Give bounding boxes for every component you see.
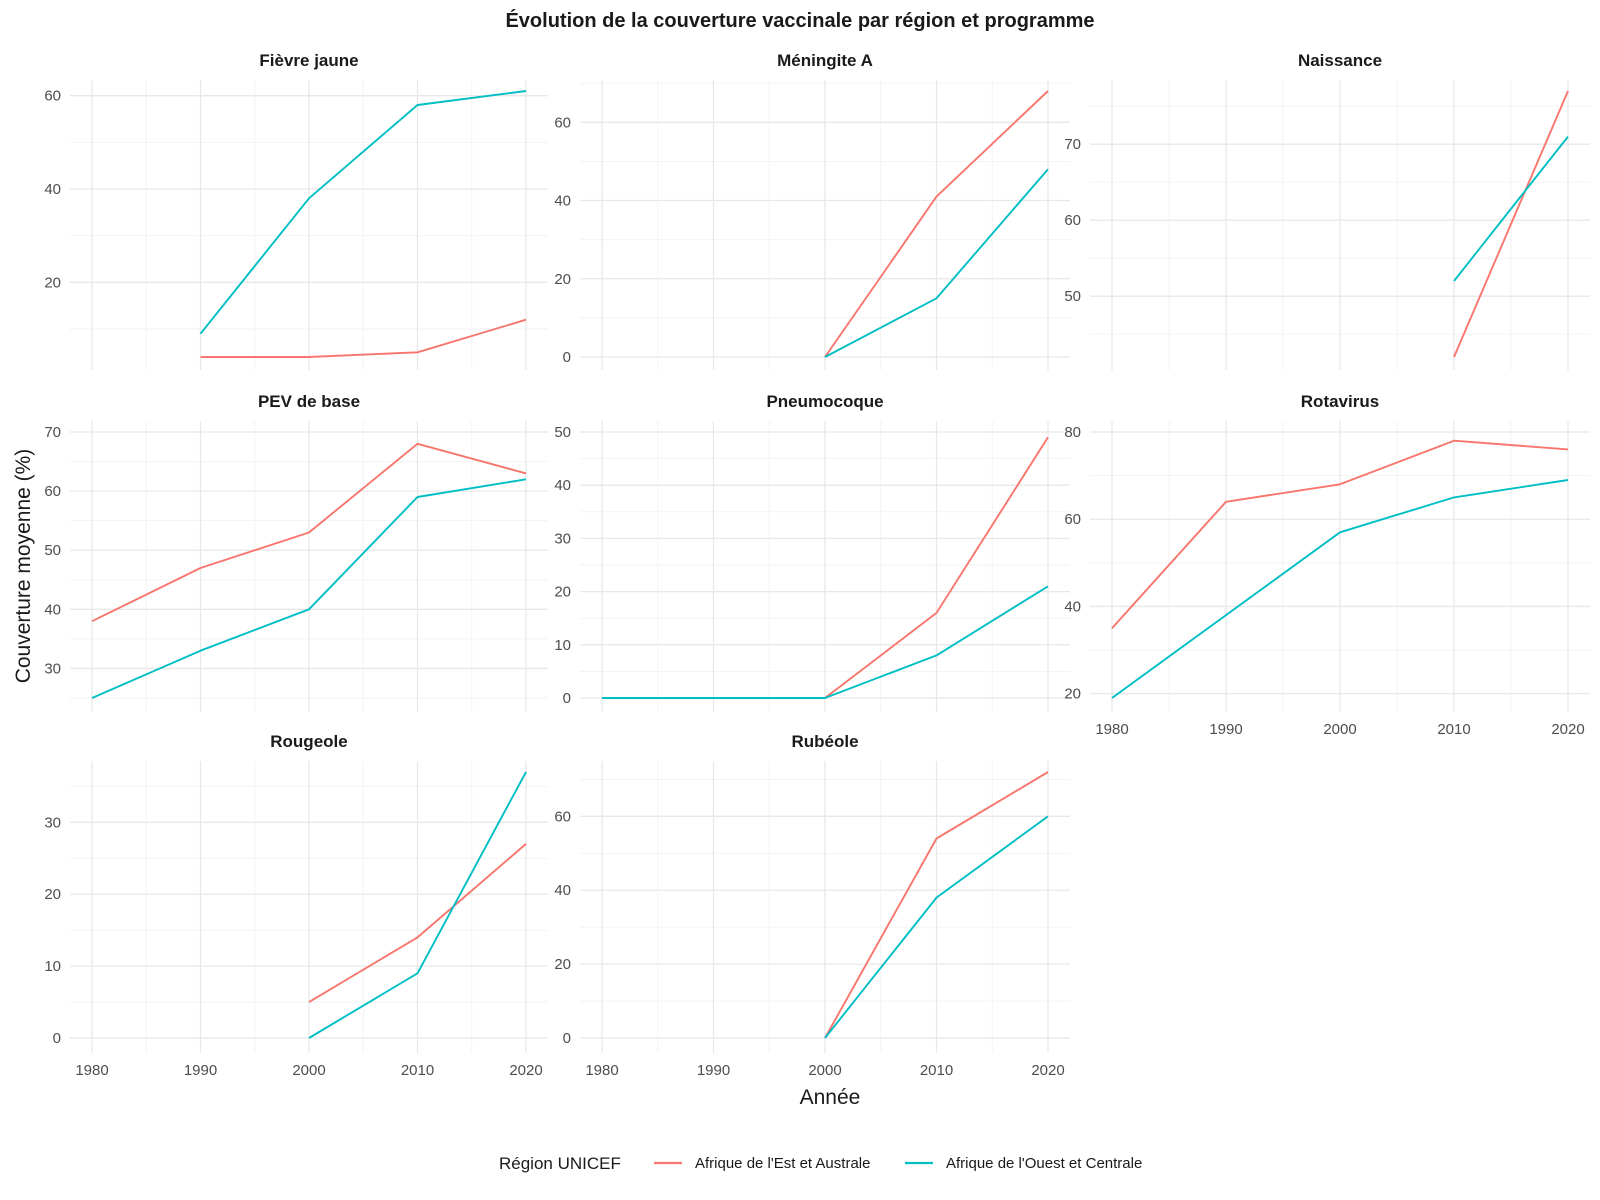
y-tick-label: 30 [44, 814, 61, 831]
panel-title: Rougeole [270, 732, 347, 751]
y-tick-label: 40 [554, 193, 571, 210]
x-tick-label: 2000 [1323, 721, 1356, 738]
series-line-afrique-de-l-ouest-et-centrale [824, 815, 1049, 1039]
x-tick-label: 2010 [920, 1062, 953, 1079]
y-tick-label: 40 [44, 181, 61, 198]
panel-rubeole: Rubéole 0 20 40 60 1980 1990 2000 2010 2020 [554, 732, 1070, 1079]
y-tick-label: 30 [44, 660, 61, 677]
panel-naissance: Naissance 50 60 70 [1064, 51, 1590, 370]
x-tick-label: 2000 [292, 1062, 325, 1079]
y-tick-label: 0 [563, 690, 571, 707]
legend-label-west-central: Afrique de l'Ouest et Centrale [946, 1155, 1142, 1172]
y-tick-label: 60 [1064, 212, 1081, 229]
series-line-afrique-de-l-ouest-et-centrale [199, 90, 527, 335]
y-tick-label: 20 [554, 271, 571, 288]
y-tick-label: 10 [44, 958, 61, 975]
legend-title: Région UNICEF [499, 1154, 621, 1173]
series-line-afrique-de-l-est-et-australe [308, 843, 527, 1003]
series-line-afrique-de-l-ouest-et-centrale [602, 585, 1049, 699]
panel-title: Méningite A [777, 51, 873, 70]
chart-title: Évolution de la couverture vaccinale par… [505, 9, 1094, 32]
panel-title: Naissance [1298, 51, 1382, 70]
y-tick-label: 40 [554, 882, 571, 899]
x-axis-title: Année [800, 1086, 861, 1109]
panel-pev-de-base: PEV de base 30 40 50 60 70 [44, 392, 548, 712]
x-tick-label: 1990 [1209, 721, 1242, 738]
y-tick-label: 50 [44, 542, 61, 559]
series-line-afrique-de-l-est-et-australe [824, 771, 1049, 1039]
y-tick-label: 60 [554, 114, 571, 131]
y-tick-label: 50 [1064, 288, 1081, 305]
y-tick-label: 60 [44, 88, 61, 105]
series-line-afrique-de-l-est-et-australe [824, 90, 1049, 358]
series-line-afrique-de-l-ouest-et-centrale [308, 771, 527, 1039]
x-tick-label: 2020 [1551, 721, 1584, 738]
panel-meningite-a: Méningite A 0 20 40 60 [554, 51, 1070, 370]
y-tick-label: 30 [554, 530, 571, 547]
x-tick-label: 1990 [184, 1062, 217, 1079]
panel-title: Pneumocoque [766, 392, 883, 411]
x-tick-label: 2010 [401, 1062, 434, 1079]
x-tick-label: 1980 [585, 1062, 618, 1079]
y-tick-label: 70 [44, 424, 61, 441]
x-tick-label: 2020 [1031, 1062, 1064, 1079]
y-tick-label: 70 [1064, 136, 1081, 153]
series-line-afrique-de-l-ouest-et-centrale [1111, 479, 1569, 699]
y-tick-label: 40 [554, 477, 571, 494]
panel-rotavirus: Rotavirus 20 40 60 80 1980 1990 2000 2010 2020 [1064, 392, 1590, 738]
y-tick-label: 40 [1064, 598, 1081, 615]
y-tick-label: 60 [44, 483, 61, 500]
y-tick-label: 20 [44, 274, 61, 291]
series-line-afrique-de-l-ouest-et-centrale [1453, 136, 1569, 282]
panel-title: Rubéole [791, 732, 858, 751]
series-line-afrique-de-l-est-et-australe [1453, 90, 1569, 358]
series-line-afrique-de-l-ouest-et-centrale [824, 168, 1049, 358]
y-tick-label: 20 [554, 956, 571, 973]
panel-title: PEV de base [258, 392, 360, 411]
series-line-afrique-de-l-est-et-australe [91, 442, 527, 623]
y-tick-label: 80 [1064, 424, 1081, 441]
y-tick-label: 20 [554, 584, 571, 601]
panel-title: Rotavirus [1301, 392, 1379, 411]
y-tick-label: 20 [44, 886, 61, 903]
legend-label-east-south: Afrique de l'Est et Australe [695, 1155, 870, 1172]
series-line-afrique-de-l-est-et-australe [1111, 439, 1569, 629]
panel-title: Fièvre jaune [259, 51, 358, 70]
y-tick-label: 20 [1064, 686, 1081, 703]
panel-rougeole: Rougeole 0 10 20 30 1980 1990 2000 2010 2020 [44, 732, 548, 1079]
x-tick-label: 2010 [1437, 721, 1470, 738]
y-tick-label: 10 [554, 637, 571, 654]
y-axis-title: Couverture moyenne (%) [12, 449, 35, 684]
panel-fievre-jaune: Fièvre jaune 20 40 60 [44, 51, 548, 370]
x-tick-label: 1990 [697, 1062, 730, 1079]
panel-pneumocoque: Pneumocoque 0 10 20 30 40 50 [554, 392, 1070, 712]
y-tick-label: 0 [53, 1030, 61, 1047]
x-tick-label: 1980 [1095, 721, 1128, 738]
y-tick-label: 60 [554, 808, 571, 825]
series-line-afrique-de-l-est-et-australe [200, 318, 527, 358]
y-tick-label: 50 [554, 424, 571, 441]
y-tick-label: 0 [563, 1030, 571, 1047]
series-line-afrique-de-l-ouest-et-centrale [91, 478, 527, 699]
x-tick-label: 2020 [509, 1062, 542, 1079]
y-tick-label: 60 [1064, 511, 1081, 528]
x-tick-label: 2000 [808, 1062, 841, 1079]
x-tick-label: 1980 [75, 1062, 108, 1079]
y-tick-label: 0 [563, 349, 571, 366]
legend: Région UNICEF Afrique de l'Est et Austra… [499, 1154, 1142, 1173]
y-tick-label: 40 [44, 601, 61, 618]
